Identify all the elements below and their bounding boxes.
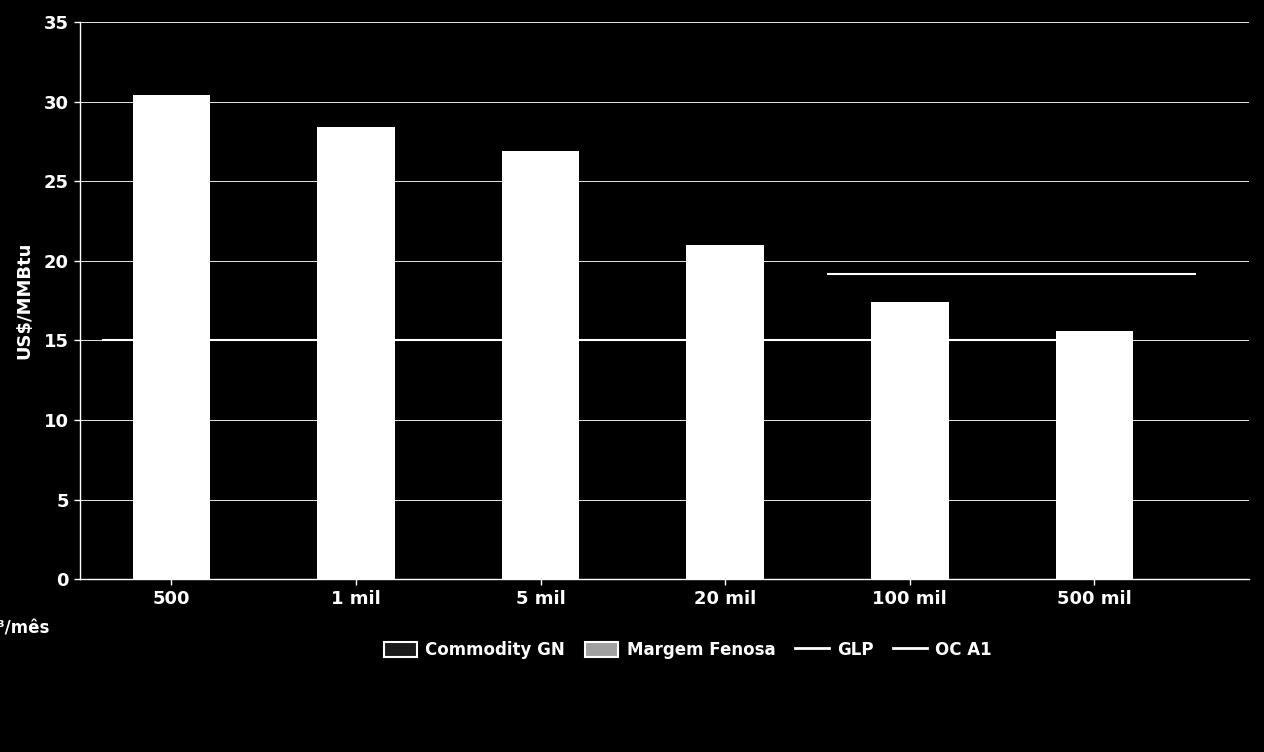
Bar	[502, 151, 579, 579]
Bar	[1055, 331, 1133, 579]
Y-axis label: US$/MMBtu: US$/MMBtu	[15, 242, 33, 359]
Legend: Commodity GN, Margem Fenosa, GLP, OC A1: Commodity GN, Margem Fenosa, GLP, OC A1	[377, 634, 999, 666]
Bar	[686, 245, 763, 579]
Bar	[871, 302, 948, 579]
X-axis label: m³/mês: m³/mês	[0, 620, 49, 638]
Bar	[317, 127, 394, 579]
Bar	[133, 96, 210, 579]
